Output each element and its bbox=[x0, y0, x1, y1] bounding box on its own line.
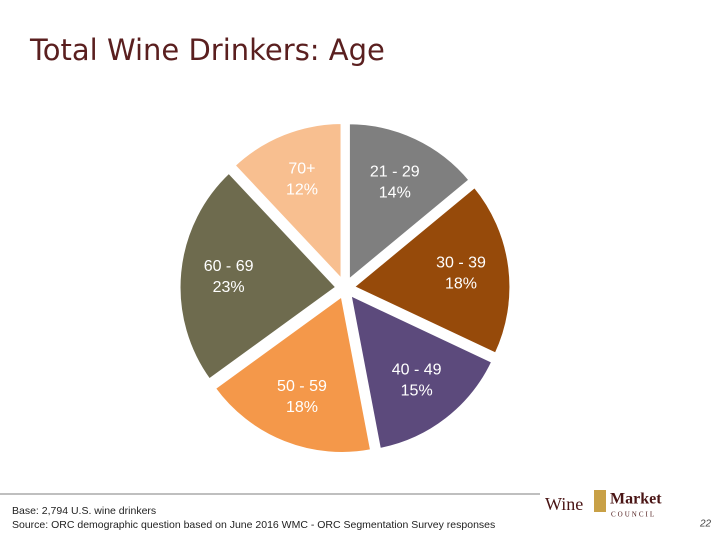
slice-category: 21 - 29 bbox=[370, 163, 420, 180]
slice-value: 18% bbox=[286, 399, 318, 416]
page-number: 22 bbox=[699, 519, 712, 530]
pie-slice bbox=[212, 292, 374, 455]
slice-value: 14% bbox=[379, 184, 411, 201]
slice-category: 70+ bbox=[288, 161, 315, 178]
logo-wine: Wine bbox=[545, 494, 583, 514]
base-note: Base: 2,794 U.S. wine drinkers bbox=[12, 505, 156, 517]
logo-icon bbox=[594, 490, 606, 512]
slice-value: 23% bbox=[213, 279, 245, 296]
slice-category: 60 - 69 bbox=[204, 258, 254, 275]
pie-slice bbox=[350, 184, 513, 357]
slice-category: 30 - 39 bbox=[436, 255, 486, 272]
slice-value: 15% bbox=[401, 383, 433, 400]
source-note: Source: ORC demographic question based o… bbox=[12, 519, 495, 531]
pie-slice bbox=[177, 169, 340, 383]
pie-slice bbox=[347, 291, 495, 452]
logo-market: Market bbox=[610, 491, 662, 508]
slice-value: 12% bbox=[286, 182, 318, 199]
pie-slice bbox=[346, 121, 473, 284]
logo-council: COUNCIL bbox=[611, 511, 656, 519]
pie: 21 - 29 14% 30 - 39 18% 40 - 49 15% 50 - 59 18%… bbox=[177, 121, 513, 455]
slice-value: 18% bbox=[445, 276, 477, 293]
slice-category: 50 - 59 bbox=[277, 378, 327, 395]
chart-title: Total Wine Drinkers: Age bbox=[29, 33, 385, 67]
pie-slice bbox=[231, 121, 344, 285]
slice-category: 40 - 49 bbox=[392, 362, 442, 379]
